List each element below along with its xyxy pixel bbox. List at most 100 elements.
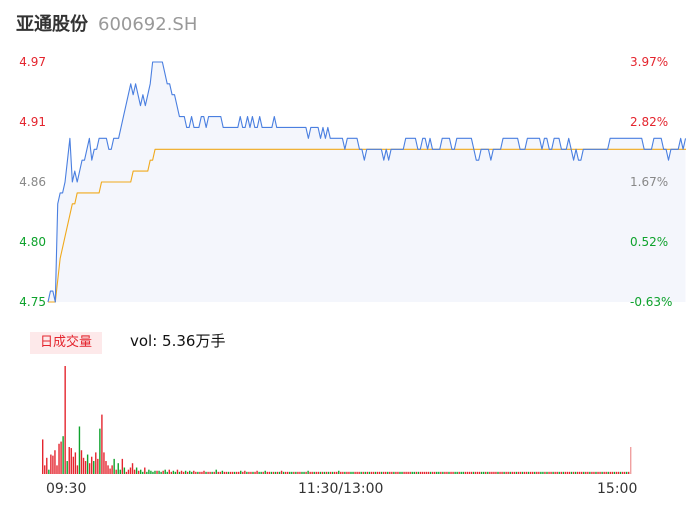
volume-bar xyxy=(413,471,415,474)
volume-bar xyxy=(419,471,422,474)
volume-bar xyxy=(272,471,275,474)
volume-bar xyxy=(309,471,311,474)
volume-bar xyxy=(174,471,177,474)
volume-bar xyxy=(366,471,369,474)
volume-bar xyxy=(601,471,603,474)
volume-bar xyxy=(137,470,140,474)
volume-bar xyxy=(468,471,471,474)
volume-bar xyxy=(630,447,632,474)
volume-bar xyxy=(450,471,452,474)
volume-bar xyxy=(574,471,577,474)
volume-bar xyxy=(605,471,607,474)
volume-bar xyxy=(613,471,616,474)
volume-bar xyxy=(627,471,630,474)
volume-bar xyxy=(176,469,179,474)
volume-bar xyxy=(250,471,252,474)
volume-bar xyxy=(464,471,467,474)
volume-bar xyxy=(529,471,532,474)
volume-bar xyxy=(546,471,548,474)
volume-bar xyxy=(431,471,434,474)
volume-bar xyxy=(158,470,160,474)
volume-bar xyxy=(346,471,348,474)
volume-bar xyxy=(389,471,391,474)
volume-bar xyxy=(407,471,409,474)
volume-bar xyxy=(74,452,77,474)
volume-bar xyxy=(233,471,236,474)
volume-bar xyxy=(54,450,56,474)
volume-bar xyxy=(278,471,281,474)
volume-bar xyxy=(205,471,207,474)
volume-bar xyxy=(144,467,146,474)
volume-bar xyxy=(72,456,75,474)
volume-bar xyxy=(438,471,440,474)
volume-bar xyxy=(121,458,124,474)
volume-bar xyxy=(564,471,567,474)
volume-bar xyxy=(186,471,189,474)
volume-bar xyxy=(172,470,175,474)
volume-bar xyxy=(362,471,364,474)
volume-bar xyxy=(499,471,501,474)
volume-bar xyxy=(376,471,379,474)
volume-bar xyxy=(142,471,144,474)
volume-bar xyxy=(131,463,134,474)
volume-bar xyxy=(552,471,554,474)
volume-bar xyxy=(215,469,217,474)
volume-bar xyxy=(327,471,330,474)
volume-bar xyxy=(517,471,520,474)
volume-bar xyxy=(44,465,46,474)
volume-bar xyxy=(572,471,575,474)
volume-bar xyxy=(111,465,113,474)
volume-bar xyxy=(399,471,401,474)
volume-bar xyxy=(297,471,299,474)
volume-bar xyxy=(460,471,462,474)
volume-bar xyxy=(356,471,358,474)
volume-bar xyxy=(125,471,128,474)
volume-bar xyxy=(554,471,556,474)
volume-bar xyxy=(101,414,103,474)
volume-bar xyxy=(225,471,228,474)
volume-bar xyxy=(203,470,205,474)
volume-bar xyxy=(42,439,44,474)
volume-bar xyxy=(542,471,544,474)
volume-bar xyxy=(66,461,68,474)
volume-bar xyxy=(244,470,246,474)
volume-bar xyxy=(95,452,97,474)
volume-bar xyxy=(207,471,209,474)
volume-bar xyxy=(591,471,593,474)
volume-bar xyxy=(423,471,426,474)
volume-bar xyxy=(305,471,307,474)
pct-tick-1: 3.97% xyxy=(630,55,669,69)
volume-bar xyxy=(119,469,121,474)
volume-bar xyxy=(411,471,413,474)
volume-bar xyxy=(289,471,291,474)
volume-bar xyxy=(170,471,173,474)
volume-bar xyxy=(523,471,526,474)
volume-bar xyxy=(611,471,614,474)
volume-bar xyxy=(476,471,479,474)
volume-bar xyxy=(458,471,460,474)
volume-bar xyxy=(352,471,354,474)
volume-bar xyxy=(70,448,72,474)
volume-bar xyxy=(135,467,138,474)
volume-bar xyxy=(448,471,450,474)
volume-bar xyxy=(562,471,565,474)
volume-bar xyxy=(538,471,540,474)
volume-bar xyxy=(329,471,332,474)
volume-bar xyxy=(527,471,530,474)
volume-bar xyxy=(452,471,454,474)
volume-bar xyxy=(162,470,164,474)
volume-bar xyxy=(558,471,560,474)
volume-bar xyxy=(466,471,469,474)
volume-bar xyxy=(148,469,150,474)
volume-bar xyxy=(107,465,109,474)
volume-bar xyxy=(374,471,377,474)
volume-bar xyxy=(603,471,605,474)
volume-bar xyxy=(382,471,385,474)
volume-bar xyxy=(93,461,95,474)
volume-bar xyxy=(197,471,199,474)
volume-bar xyxy=(470,471,473,474)
volume-bar xyxy=(615,471,618,474)
volume-bar xyxy=(331,471,334,474)
volume-bar xyxy=(76,465,79,474)
volume-bar xyxy=(440,471,442,474)
